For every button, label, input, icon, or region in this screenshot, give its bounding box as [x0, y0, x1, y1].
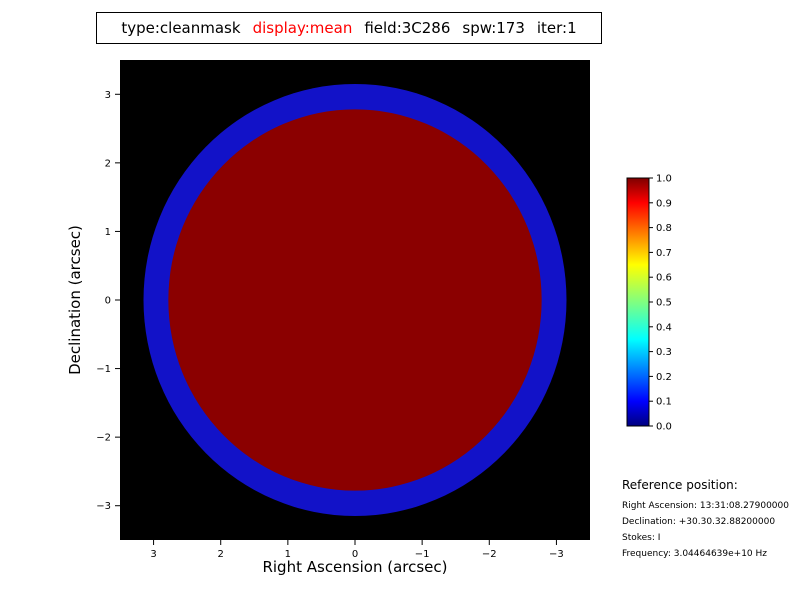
reference-line: Frequency: 3.04464639e+10 Hz — [622, 549, 768, 559]
x-tick-label: −2 — [482, 549, 497, 560]
colorbar-tick-label: 1.0 — [656, 174, 672, 185]
colorbar-tick-label: 0.6 — [656, 273, 672, 284]
mask-region-1[interactable] — [168, 109, 542, 491]
colorbar-tick-label: 0.2 — [656, 372, 672, 383]
colorbar-tick-label: 0.0 — [656, 422, 672, 433]
colorbar-tick-label: 0.4 — [656, 322, 672, 333]
reference-heading: Reference position: — [622, 478, 738, 492]
title-segment: iter:1 — [536, 19, 577, 37]
x-axis-label: Right Ascension (arcsec) — [262, 558, 447, 576]
colorbar-tick-label: 0.3 — [656, 347, 672, 358]
colorbar — [626, 177, 650, 427]
reference-position-block: Reference position: Right Ascension: 13:… — [622, 478, 789, 565]
y-axis-label: Declination (arcsec) — [66, 225, 84, 375]
reference-line: Stokes: I — [622, 533, 661, 543]
y-tick-label: 2 — [105, 158, 111, 169]
x-tick-label: 3 — [150, 549, 156, 560]
colorbar-tick-label: 0.8 — [656, 223, 672, 234]
reference-line: Declination: +30.30.32.88200000 — [622, 517, 776, 527]
colorbar-tick-label: 0.9 — [656, 198, 672, 209]
colorbar-tick-label: 0.1 — [656, 397, 672, 408]
reference-lines: Right Ascension: 13:31:08.27900000 Declin… — [622, 501, 789, 559]
title-segment: type:cleanmask — [121, 19, 241, 37]
y-tick-label: −3 — [96, 501, 111, 512]
title-segment: spw:173 — [462, 19, 525, 37]
x-tick-label: 1 — [285, 549, 291, 560]
y-tick-label: −1 — [96, 364, 111, 375]
plot-title: type:cleanmask display:mean field:3C286 spw… — [96, 12, 602, 44]
x-tick-label: 0 — [352, 549, 358, 560]
x-tick-label: −3 — [549, 549, 564, 560]
colorbar-tick-label: 0.5 — [656, 298, 672, 309]
x-tick-label: −1 — [415, 549, 430, 560]
y-tick-label: 1 — [105, 227, 111, 238]
colorbar-tick-label: 0.7 — [656, 248, 672, 259]
reference-line: Right Ascension: 13:31:08.27900000 — [622, 501, 789, 511]
y-tick-label: −2 — [96, 433, 111, 444]
title-segment: display:mean — [252, 19, 353, 37]
y-tick-label: 3 — [105, 90, 111, 101]
y-tick-label: 0 — [105, 296, 111, 307]
title-segment: field:3C286 — [364, 19, 451, 37]
x-tick-label: 2 — [218, 549, 224, 560]
